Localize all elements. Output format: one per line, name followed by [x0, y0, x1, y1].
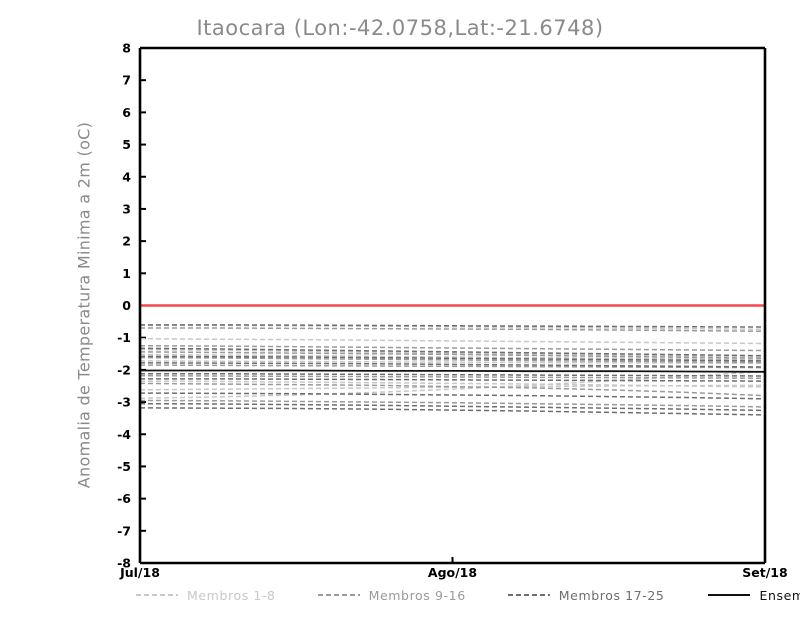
y-tick-label: 4 — [122, 169, 131, 184]
legend-label: Membros 1-8 — [187, 587, 276, 603]
chart-title: Itaocara (Lon:-42.0758,Lat:-21.6748) — [196, 16, 604, 40]
y-tick-label: -4 — [117, 427, 131, 442]
y-tick-label: 2 — [122, 234, 131, 249]
legend-swatch-icon — [708, 593, 751, 597]
legend-swatch-icon — [507, 594, 550, 596]
member-line — [139, 364, 766, 369]
member-line — [139, 353, 766, 361]
x-tick-label: Ago/18 — [428, 565, 477, 580]
legend-label: Membros 9-16 — [368, 587, 466, 603]
member-line — [139, 392, 766, 400]
legend-swatch-icon — [317, 594, 360, 596]
y-tick-label: 8 — [122, 41, 131, 56]
x-tick-label: Set/18 — [742, 565, 787, 580]
legend-label: Ensemble Mean — [759, 587, 800, 603]
member-line — [140, 324, 766, 328]
member-line — [139, 362, 766, 368]
member-line — [139, 348, 766, 358]
member-line — [139, 407, 766, 416]
member-line — [139, 374, 766, 379]
chart-legend: Membros 1-8 Membros 9-16 Membros 17-25 Ense… — [136, 586, 800, 604]
y-tick-label: 7 — [122, 73, 131, 88]
member-line — [139, 351, 766, 360]
member-line — [140, 372, 766, 377]
legend-item[interactable]: Membros 1-8 — [136, 588, 276, 603]
member-line — [139, 355, 766, 362]
member-line — [140, 327, 766, 332]
y-tick-label: 3 — [122, 201, 131, 216]
y-tick-label: -7 — [117, 523, 131, 538]
x-axis-ticks: Jul/18 Ago/18 Set/18 — [119, 557, 788, 580]
data-series-group — [139, 304, 766, 416]
member-line — [139, 337, 766, 345]
axes-frame — [138, 46, 767, 565]
member-line — [139, 382, 766, 397]
y-tick-label: 6 — [122, 105, 131, 120]
y-tick-label: -1 — [117, 330, 131, 345]
y-tick-label: 5 — [122, 137, 131, 152]
y-tick-label: -5 — [117, 459, 131, 474]
legend-label: Membros 17-25 — [558, 587, 665, 603]
ensemble-mean-line — [140, 369, 766, 373]
member-line — [139, 356, 766, 364]
x-tick-label: Jul/18 — [119, 565, 160, 580]
member-line — [139, 399, 766, 408]
y-tick-label: 1 — [122, 266, 131, 281]
legend-item[interactable]: Membros 9-16 — [317, 587, 466, 603]
member-line — [139, 360, 766, 365]
legend-swatch-icon — [136, 594, 178, 596]
member-line — [139, 402, 766, 412]
legend-item[interactable]: Ensemble Mean — [708, 588, 800, 603]
member-line — [139, 347, 766, 357]
member-line — [140, 378, 766, 382]
y-tick-label: -6 — [117, 491, 131, 506]
y-tick-label: -8 — [117, 556, 131, 571]
legend-item[interactable]: Membros 17-25 — [507, 587, 665, 603]
y-tick-label: -3 — [117, 395, 131, 410]
y-tick-label: -2 — [117, 362, 131, 377]
member-line — [139, 344, 766, 352]
y-tick-label: 0 — [122, 298, 131, 313]
